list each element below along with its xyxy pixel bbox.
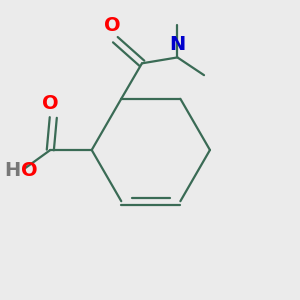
Text: N: N [169,35,185,55]
Text: O: O [104,16,121,35]
Text: H: H [4,161,21,180]
Text: O: O [21,161,38,180]
Text: O: O [42,94,58,113]
